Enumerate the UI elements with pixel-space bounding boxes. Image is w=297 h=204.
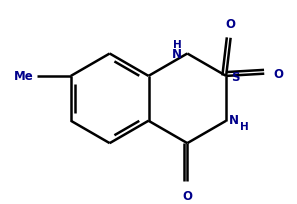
Text: O: O <box>226 18 236 31</box>
Text: O: O <box>182 189 192 202</box>
Text: O: O <box>273 68 283 81</box>
Text: N: N <box>228 114 238 127</box>
Text: S: S <box>231 71 239 84</box>
Text: Me: Me <box>14 70 34 83</box>
Text: H: H <box>173 39 181 49</box>
Text: N: N <box>171 48 181 61</box>
Text: H: H <box>240 122 248 131</box>
